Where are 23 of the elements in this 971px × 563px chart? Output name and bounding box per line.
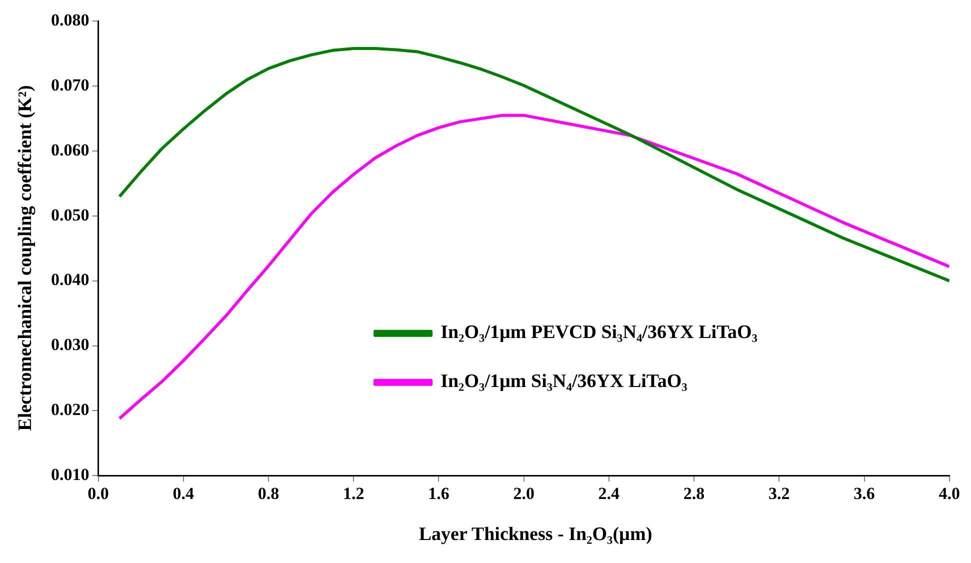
y-tick-label: 0.060: [51, 140, 90, 160]
x-tick-label: 2.8: [683, 484, 705, 504]
y-tick-label: 0.040: [51, 270, 90, 290]
y-tick-label: 0.010: [51, 464, 90, 484]
legend-label: In₂O₃/1µm Si₃N₄/36YX LiTaO₃: [440, 371, 688, 392]
x-axis-title: Layer Thickness - In₂O₃(µm): [418, 524, 654, 546]
y-axis-title: Electromechanical coupling coeffcient (K²): [15, 85, 37, 431]
y-tick-label: 0.050: [51, 205, 90, 224]
x-tick-label: 4.0: [938, 484, 960, 504]
x-tick-label: 3.2: [768, 484, 790, 504]
x-tick-label: 0.4: [172, 484, 194, 504]
x-tick-label: 0.8: [258, 484, 280, 504]
x-tick-label: 2.0: [513, 484, 534, 504]
y-tick-label: 0.080: [51, 10, 90, 30]
legend-label: In₂O₃/1µm PEVCD Si₃N₄/36YX LiTaO₃: [440, 322, 758, 344]
x-tick-label: 1.2: [342, 484, 364, 504]
y-tick-label: 0.030: [51, 335, 90, 354]
y-tick-label: 0.070: [51, 76, 90, 95]
x-tick-label: 3.6: [854, 484, 875, 504]
x-tick-label: 0.0: [88, 484, 109, 504]
y-tick-label: 0.020: [51, 400, 90, 420]
x-tick-label: 1.6: [428, 484, 450, 504]
x-tick-label: 2.4: [598, 484, 620, 504]
